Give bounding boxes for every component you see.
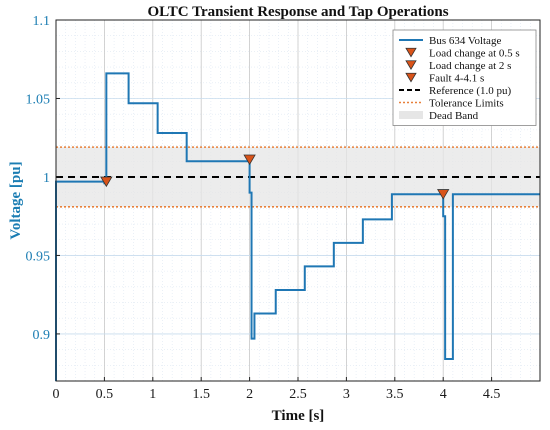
x-tick-label: 0.5 <box>96 387 114 402</box>
x-axis-label: Time [s] <box>272 408 325 424</box>
chart-title: OLTC Transient Response and Tap Operatio… <box>147 4 448 20</box>
event-markers <box>100 154 450 200</box>
legend-entry-label: Load change at 0.5 s <box>429 48 520 60</box>
y-tick-label: 1.05 <box>26 92 51 107</box>
legend-entry-label: Fault 4-4.1 s <box>429 73 484 85</box>
legend-swatch-marker <box>405 72 417 83</box>
x-tick-label: 2 <box>246 387 253 402</box>
y-axis-label: Voltage [pu] <box>8 161 24 239</box>
legend-entry-label: Load change at 2 s <box>429 60 511 72</box>
x-tick-label: 4 <box>440 387 447 402</box>
marker-2 <box>243 154 256 166</box>
marker-1 <box>100 176 113 188</box>
x-tick-label: 3 <box>343 387 350 402</box>
legend-entry-label: Tolerance Limits <box>429 98 504 110</box>
y-tick-label: 0.95 <box>26 249 51 264</box>
x-tick-label: 0 <box>53 387 60 402</box>
y-tick-label: 1.1 <box>33 14 51 29</box>
marker-3 <box>437 189 450 200</box>
legend-swatch-marker <box>405 47 417 58</box>
legend-entry-label: Bus 634 Voltage <box>429 35 501 47</box>
x-tick-label: 2.5 <box>289 387 307 402</box>
legend-entry-label: Dead Band <box>429 110 479 122</box>
y-tick-label: 1 <box>43 171 50 186</box>
legend-swatch-marker <box>405 60 417 71</box>
x-tick-label: 1.5 <box>192 387 210 402</box>
legend-swatch-dead-band <box>399 111 423 119</box>
y-axis-ticks: 0.9 0.95 1 1.05 1.1 <box>26 14 60 343</box>
x-axis-ticks: 0 0.5 1 1.5 2 2.5 3 3.5 4 4.5 <box>53 377 501 402</box>
legend-box <box>392 29 537 126</box>
x-tick-label: 1 <box>149 387 156 402</box>
x-tick-label: 4.5 <box>483 387 501 402</box>
x-tick-label: 3.5 <box>386 387 404 402</box>
legend-entry-label: Reference (1.0 pu) <box>429 85 511 97</box>
y-tick-label: 0.9 <box>33 328 51 343</box>
